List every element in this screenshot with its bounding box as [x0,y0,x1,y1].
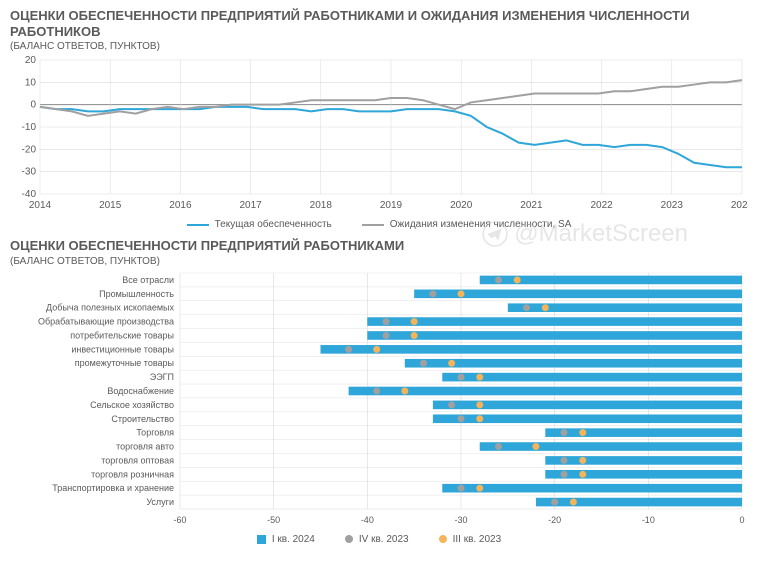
chart2-legend-item: IV кв. 2023 [345,534,409,545]
svg-text:Промышленность: Промышленность [99,289,174,299]
chart2-svg: -60 -50 -40 -30 -20 -10 0 Все отрасли Промышленн… [10,267,748,527]
svg-text:2024: 2024 [731,200,748,211]
svg-text:20: 20 [25,55,37,66]
svg-text:-30: -30 [454,515,467,525]
svg-text:Обрабатывающие производства: Обрабатывающие производства [38,316,174,326]
chart1-legend: Текущая обеспеченность Ожидания изменения… [10,219,748,230]
svg-text:Транспортировка и хранение: Транспортировка и хранение [52,483,174,493]
svg-text:-10: -10 [642,515,655,525]
svg-text:2023: 2023 [661,200,684,211]
svg-text:Торговля: Торговля [136,427,174,437]
chart1-title: ОЦЕНКИ ОБЕСПЕЧЕННОСТИ ПРЕДПРИЯТИЙ РАБОТН… [10,8,748,39]
svg-text:2015: 2015 [99,200,122,211]
chart2-legend: I кв. 2024 IV кв. 2023 III кв. 2023 [10,534,748,545]
chart2-title: ОЦЕНКИ ОБЕСПЕЧЕННОСТИ ПРЕДПРИЯТИЙ РАБОТН… [10,238,748,254]
chart1-legend-item: Текущая обеспеченность [187,219,332,230]
chart1-subtitle: (БАЛАНС ОТВЕТОВ, ПУНКТОВ) [10,41,748,52]
chart2-block: ОЦЕНКИ ОБЕСПЕЧЕННОСТИ ПРЕДПРИЯТИЙ РАБОТН… [10,238,748,545]
svg-text:промежуточные товары: промежуточные товары [75,358,174,368]
svg-text:Услуги: Услуги [146,497,174,507]
svg-text:2020: 2020 [450,200,473,211]
chart2-legend-item: I кв. 2024 [257,534,315,545]
svg-text:Добыча полезных ископаемых: Добыча полезных ископаемых [46,302,174,312]
svg-text:10: 10 [25,78,37,89]
svg-text:0: 0 [739,515,744,525]
svg-text:2018: 2018 [310,200,333,211]
svg-text:Сельское хозяйство: Сельское хозяйство [90,400,174,410]
svg-text:потребительские товары: потребительские товары [70,330,174,340]
svg-text:торговля оптовая: торговля оптовая [101,455,174,465]
svg-text:0: 0 [30,100,36,111]
svg-text:Все отрасли: Все отрасли [122,275,174,285]
svg-text:2017: 2017 [239,200,262,211]
chart2-subtitle: (БАЛАНС ОТВЕТОВ, ПУНКТОВ) [10,256,748,267]
svg-text:Водоснабжение: Водоснабжение [107,386,174,396]
svg-text:-20: -20 [548,515,561,525]
svg-text:2016: 2016 [169,200,192,211]
chart1-svg: -40 -30 -20 -10 0 10 20 2014 2015 2016 2017 2018 201… [10,52,748,212]
svg-text:Строительство: Строительство [111,414,174,424]
svg-text:ЭЭГП: ЭЭГП [150,372,174,382]
svg-text:торговля розничная: торговля розничная [91,469,174,479]
chart2-legend-item: III кв. 2023 [439,534,502,545]
svg-text:-60: -60 [173,515,186,525]
svg-text:торговля авто: торговля авто [116,441,174,451]
svg-text:2021: 2021 [520,200,543,211]
svg-text:инвестиционные товары: инвестиционные товары [71,344,174,354]
svg-text:-50: -50 [267,515,280,525]
svg-text:-30: -30 [22,167,37,178]
chart1-block: ОЦЕНКИ ОБЕСПЕЧЕННОСТИ ПРЕДПРИЯТИЙ РАБОТН… [10,8,748,230]
svg-text:2019: 2019 [380,200,403,211]
svg-text:-40: -40 [361,515,374,525]
svg-text:2022: 2022 [590,200,613,211]
svg-text:2014: 2014 [29,200,52,211]
svg-text:-40: -40 [22,189,37,200]
svg-text:-10: -10 [22,122,37,133]
chart1-legend-item: Ожидания изменения численности, SA [362,219,572,230]
svg-text:-20: -20 [22,145,37,156]
